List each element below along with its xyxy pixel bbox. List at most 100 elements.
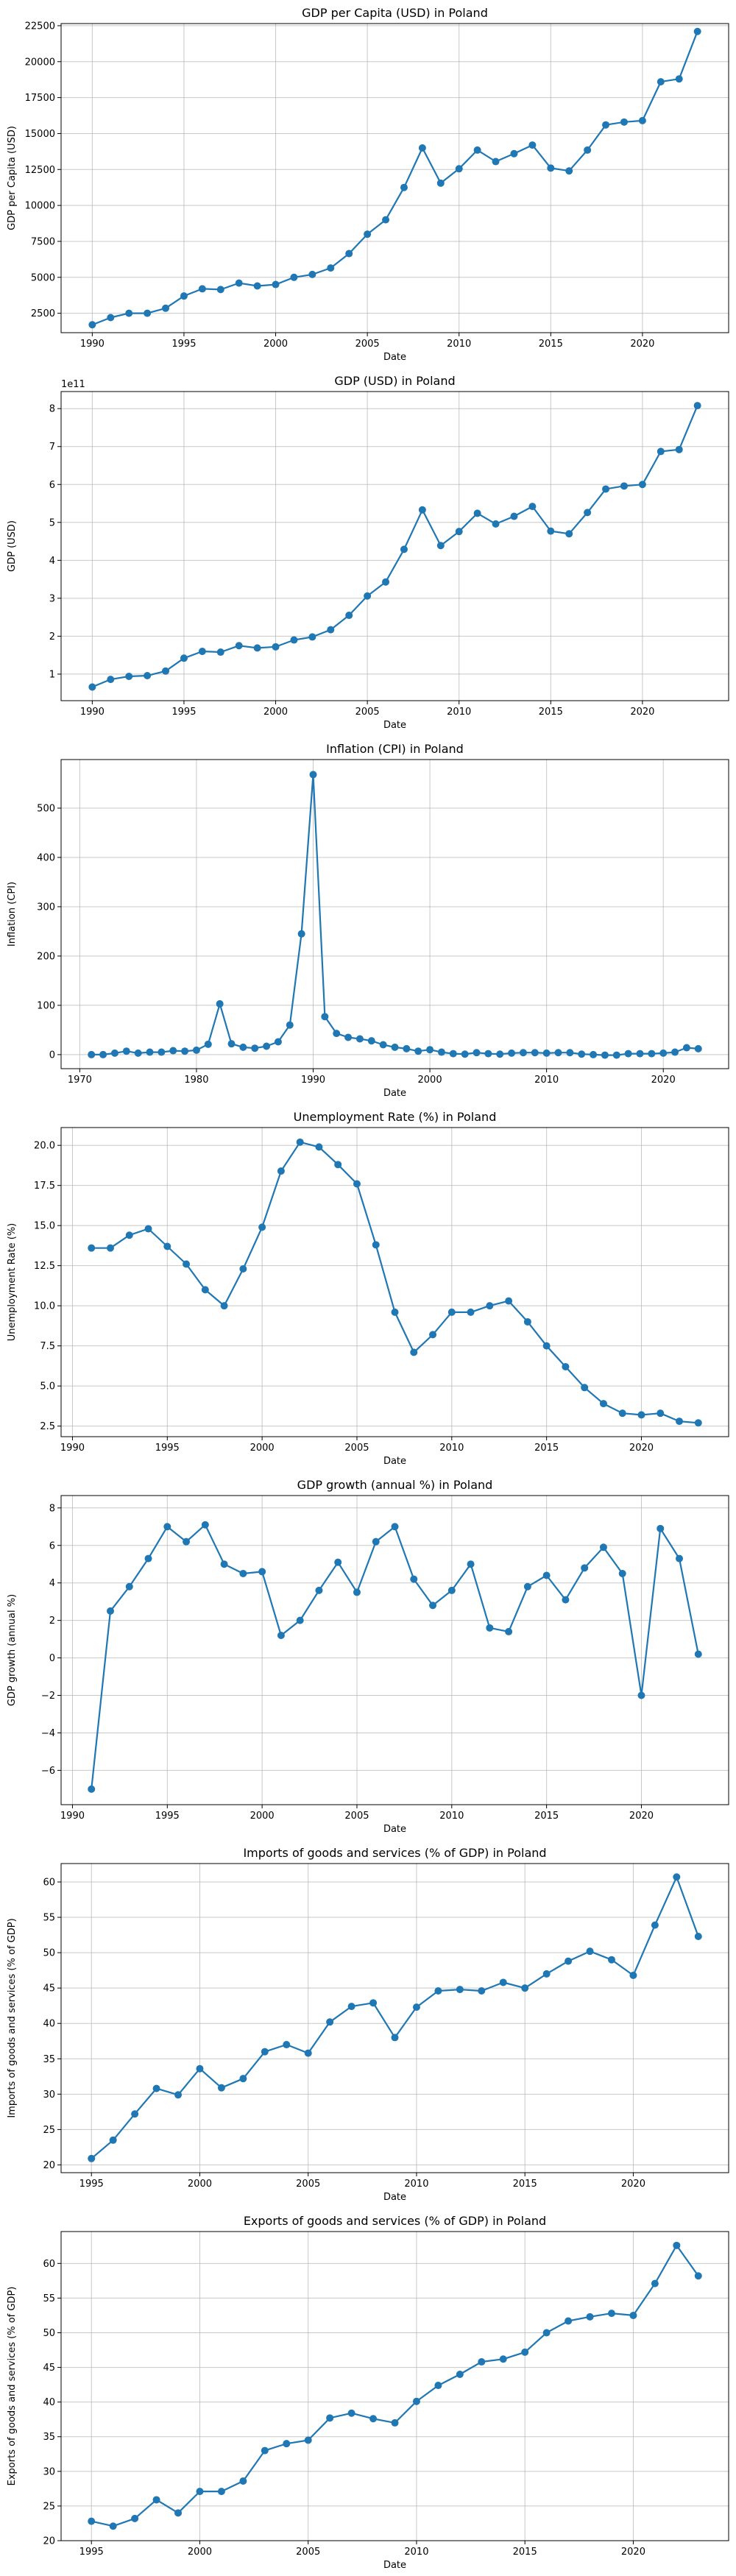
data-point — [473, 509, 481, 517]
data-point — [484, 1050, 492, 1058]
y-axis-label: Imports of goods and services (% of GDP) — [7, 1918, 18, 2117]
y-tick-label: 7500 — [31, 236, 55, 247]
data-point — [110, 1049, 118, 1057]
x-tick-label: 2020 — [630, 707, 654, 718]
x-tick-label: 2000 — [188, 2547, 212, 2558]
y-tick-label: 6 — [49, 480, 55, 491]
series-line — [91, 31, 698, 326]
y-tick-label: 30 — [43, 2090, 55, 2101]
data-point — [174, 2091, 183, 2099]
data-point — [144, 1554, 152, 1563]
data-point — [492, 158, 500, 166]
axes-frame — [60, 2231, 729, 2541]
data-point — [109, 2522, 117, 2530]
data-point — [607, 1956, 615, 1964]
data-point — [201, 1521, 209, 1529]
x-tick-label: 2005 — [344, 1443, 369, 1454]
data-point — [88, 683, 96, 691]
data-point — [290, 273, 298, 281]
data-point — [146, 1048, 154, 1056]
data-point — [455, 165, 463, 173]
data-point — [239, 1043, 247, 1051]
data-point — [88, 2517, 96, 2525]
data-point — [372, 1241, 380, 1249]
data-point — [584, 509, 592, 517]
x-tick-label: 2020 — [630, 339, 654, 350]
y-tick-label: 12.5 — [34, 1261, 55, 1272]
data-point — [547, 527, 555, 535]
data-point — [290, 636, 298, 644]
data-point — [412, 2397, 420, 2405]
data-point — [253, 282, 261, 290]
data-point — [410, 1348, 418, 1356]
data-point — [125, 309, 133, 317]
data-point — [263, 1042, 271, 1050]
x-tick-label: 2000 — [250, 1811, 275, 1822]
data-point — [333, 1030, 341, 1038]
y-tick-label: 10000 — [25, 201, 55, 212]
data-point — [455, 528, 463, 536]
y-tick-label: −4 — [41, 1728, 55, 1739]
data-point — [449, 1050, 457, 1058]
chart-panel-6: 1995 2000 2005 2010 2015 20202025303540455055… — [7, 1846, 729, 2203]
data-point — [369, 2415, 378, 2423]
data-point — [152, 2084, 160, 2092]
y-tick-label: 5000 — [31, 272, 55, 283]
data-point — [364, 230, 372, 238]
x-tick-label: 2010 — [534, 1075, 559, 1086]
x-tick-label: 2015 — [539, 707, 563, 718]
y-axis-label: GDP growth (annual %) — [7, 1594, 18, 1706]
data-point — [565, 1957, 573, 1965]
data-point — [216, 286, 224, 294]
data-point — [162, 304, 170, 312]
data-point — [496, 1050, 504, 1058]
data-point — [486, 1302, 494, 1310]
y-tick-label: 4 — [49, 1578, 55, 1589]
data-point — [131, 2110, 139, 2118]
data-point — [327, 264, 335, 272]
data-point — [144, 671, 152, 679]
x-tick-label: 1995 — [79, 2179, 104, 2190]
data-point — [456, 1986, 464, 1994]
data-point — [239, 1569, 247, 1577]
y-tick-label: 0 — [49, 1050, 55, 1061]
data-point — [694, 1419, 702, 1427]
data-point — [467, 1560, 475, 1568]
data-point — [473, 1049, 481, 1057]
y-tick-label: 15.0 — [34, 1221, 55, 1232]
data-point — [327, 626, 335, 634]
x-axis-label: Date — [383, 720, 406, 731]
data-point — [675, 445, 683, 453]
series-line — [91, 1876, 699, 2159]
data-point — [638, 116, 646, 124]
x-tick-label: 1995 — [155, 1443, 180, 1454]
data-point — [192, 1046, 200, 1054]
data-point — [410, 1575, 418, 1583]
data-point — [286, 1021, 294, 1029]
y-tick-label: 1 — [49, 669, 55, 680]
chart-panel-5: 1990 1995 2000 2005 2010 2015 2020 −6 −4 −2 0 2 4 6 8 G… — [7, 1478, 729, 1835]
x-tick-label: 2015 — [513, 2179, 537, 2190]
data-point — [528, 503, 537, 511]
y-tick-label: 20000 — [25, 57, 55, 68]
data-point — [456, 2370, 464, 2378]
data-point — [304, 2436, 312, 2444]
y-tick-label: 2.5 — [40, 1421, 55, 1432]
data-point — [657, 1409, 665, 1418]
data-point — [309, 771, 317, 779]
data-point — [152, 2496, 160, 2504]
x-tick-label: 2010 — [447, 707, 471, 718]
data-point — [180, 292, 188, 300]
y-tick-label: 60 — [43, 2259, 55, 2270]
data-point — [461, 1050, 469, 1058]
series-line — [91, 774, 698, 1056]
data-point — [586, 1947, 594, 1956]
data-point — [372, 1538, 380, 1546]
chart-title: Inflation (CPI) in Poland — [326, 742, 464, 756]
data-point — [169, 1047, 177, 1055]
data-point — [107, 676, 115, 684]
data-point — [693, 402, 701, 410]
data-point — [510, 512, 518, 520]
data-point — [183, 1260, 191, 1268]
